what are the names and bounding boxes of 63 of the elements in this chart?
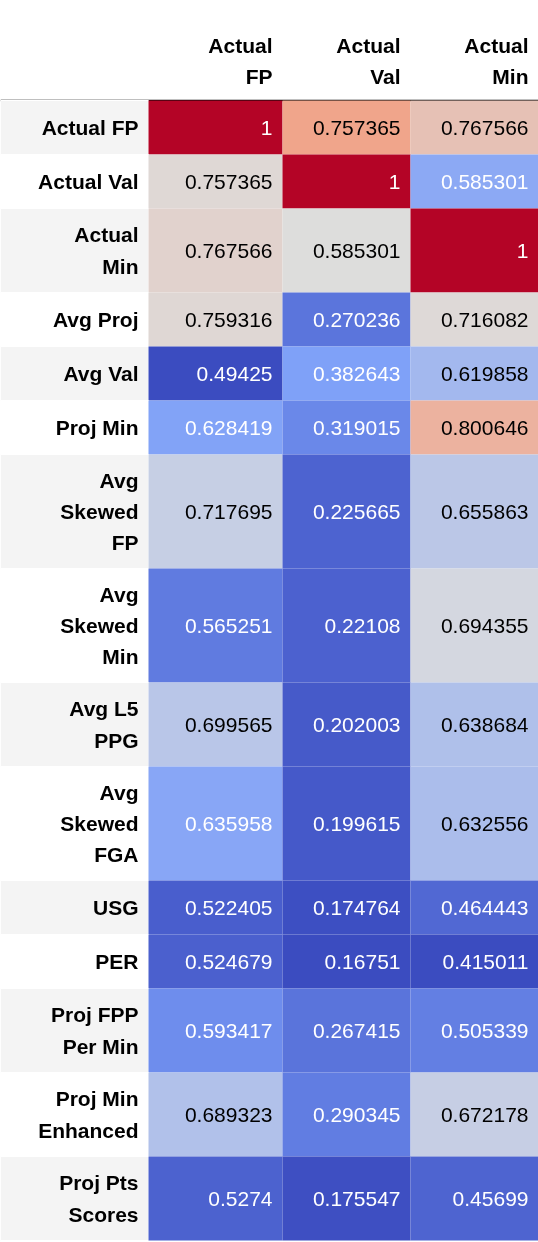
data-label: 0.689323 (184, 1102, 273, 1126)
data-label: 0.628419 (184, 415, 273, 439)
data-label: 0.632556 (440, 811, 529, 835)
data-label: 0.655863 (440, 499, 529, 523)
data-label: 0.524679 (184, 949, 273, 973)
data-label: 0.757365 (312, 115, 401, 139)
y-tick-label: Proj Min (55, 416, 139, 439)
data-label: 0.638684 (440, 712, 529, 736)
y-tick-label: Actual FP (41, 116, 139, 139)
data-label: 0.716082 (440, 307, 529, 331)
y-tick-label: Proj FPP Per Min (50, 1003, 139, 1058)
data-label: 0.505339 (440, 1018, 529, 1042)
data-label: 1 (388, 169, 401, 193)
y-tick-label: Avg Skewed FP (60, 468, 139, 555)
data-label: 0.49425 (196, 361, 273, 385)
data-label: 0.585301 (312, 238, 401, 262)
data-label: 0.585301 (440, 169, 529, 193)
data-label: 0.635958 (184, 811, 273, 835)
data-label: 0.565251 (184, 613, 273, 637)
data-label: 0.415011 (442, 949, 529, 973)
data-label: 0.16751 (324, 949, 401, 973)
data-label: 0.672178 (440, 1102, 529, 1126)
data-label: 0.225665 (312, 499, 401, 523)
x-tick-label: Actual Val (336, 34, 401, 89)
y-tick-label: Avg L5 PPG (69, 697, 139, 752)
data-label: 0.800646 (440, 415, 529, 439)
data-label: 0.767566 (440, 115, 529, 139)
data-label: 0.175547 (312, 1186, 401, 1210)
data-label: 0.199615 (312, 811, 401, 835)
data-label: 0.464443 (440, 895, 529, 919)
data-label: 0.522405 (184, 895, 273, 919)
data-label: 0.22108 (324, 613, 401, 637)
y-tick-label: Avg Skewed Min (60, 582, 139, 669)
data-label: 0.5274 (208, 1186, 273, 1210)
y-tick-label: USG (92, 896, 139, 919)
data-label: 0.270236 (312, 307, 401, 331)
data-label: 0.45699 (452, 1186, 529, 1210)
y-tick-label: Actual Val (38, 170, 139, 193)
x-tick-label: Actual FP (208, 34, 273, 89)
data-label: 0.290345 (312, 1102, 401, 1126)
data-label: 0.319015 (312, 415, 401, 439)
y-tick-label: Avg Proj (52, 308, 139, 331)
y-tick-label: Proj Pts Scores (59, 1171, 139, 1226)
data-label: 0.174764 (312, 895, 401, 919)
data-label: 0.767566 (184, 238, 273, 262)
y-tick-label: PER (95, 950, 139, 973)
data-label: 1 (260, 115, 273, 139)
data-label: 0.694355 (440, 613, 529, 637)
data-label: 0.699565 (184, 712, 273, 736)
x-tick-label: Actual Min (464, 34, 529, 89)
data-label: 1 (516, 238, 529, 262)
y-tick-label: Avg Val (63, 362, 139, 385)
data-label: 0.759316 (184, 307, 273, 331)
data-label: 0.757365 (184, 169, 273, 193)
y-tick-label: Proj Min Enhanced (38, 1087, 139, 1142)
data-label: 0.382643 (312, 361, 401, 385)
data-label: 0.593417 (184, 1018, 273, 1042)
data-label: 0.717695 (184, 499, 273, 523)
data-label: 0.202003 (312, 712, 401, 736)
data-label: 0.619858 (440, 361, 529, 385)
y-tick-label: Avg Skewed FGA (60, 780, 139, 867)
y-tick-label: Actual Min (74, 223, 139, 278)
data-label: 0.267415 (312, 1018, 401, 1042)
